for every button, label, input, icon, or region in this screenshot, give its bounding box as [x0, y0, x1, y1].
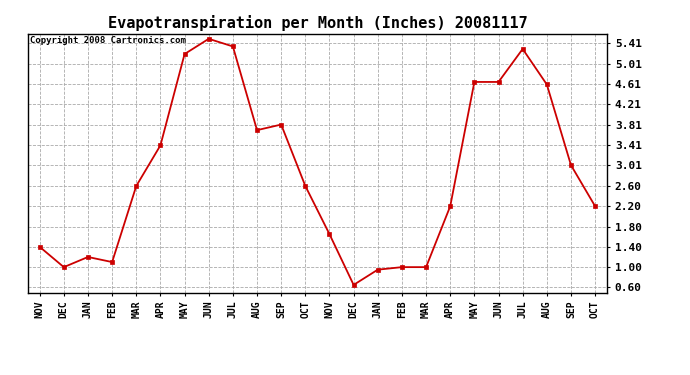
Text: Copyright 2008 Cartronics.com: Copyright 2008 Cartronics.com [30, 36, 186, 45]
Title: Evapotranspiration per Month (Inches) 20081117: Evapotranspiration per Month (Inches) 20… [108, 15, 527, 31]
